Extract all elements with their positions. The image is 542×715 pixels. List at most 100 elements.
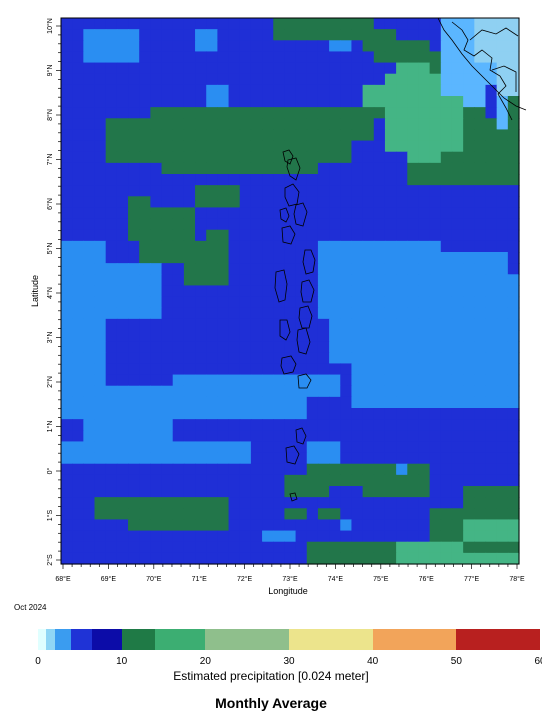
grid-cell — [384, 452, 397, 465]
grid-cell — [507, 229, 520, 242]
grid-cell — [340, 129, 353, 142]
grid-cell — [128, 374, 140, 387]
grid-cell — [496, 419, 509, 431]
grid-cell — [485, 307, 498, 320]
india-coastline — [437, 17, 527, 111]
grid-cell — [351, 162, 364, 175]
grid-cell — [273, 497, 286, 509]
grid-cell — [72, 419, 84, 431]
grid-cell — [474, 252, 487, 264]
grid-cell — [128, 73, 140, 86]
grid-cell — [362, 497, 375, 509]
grid-cell — [239, 497, 252, 509]
y-tick-label: 2°S — [46, 554, 54, 566]
grid-cell — [463, 408, 475, 420]
grid-cell — [161, 385, 174, 398]
grid-cell — [329, 129, 341, 142]
grid-cell — [217, 296, 230, 309]
grid-cell — [116, 374, 129, 387]
grid-cell — [72, 51, 84, 64]
grid-cell — [228, 419, 241, 431]
grid-cell — [128, 296, 140, 309]
grid-cell — [507, 185, 520, 197]
grid-cell — [418, 530, 431, 543]
grid-cell — [94, 508, 107, 521]
grid-cell — [262, 129, 274, 142]
grid-cell — [362, 285, 375, 298]
grid-cell — [418, 151, 431, 164]
grid-cell — [128, 263, 140, 275]
grid-cell — [83, 51, 96, 64]
grid-cell — [206, 140, 218, 153]
grid-cell — [72, 396, 84, 409]
grid-cell — [451, 185, 464, 197]
grid-cell — [496, 463, 509, 476]
grid-cell — [474, 452, 487, 465]
grid-cell — [507, 441, 520, 454]
grid-cell — [239, 73, 252, 86]
grid-cell — [61, 352, 73, 365]
grid-cell — [94, 263, 107, 275]
grid-cell — [139, 252, 151, 264]
grid-cell — [407, 341, 420, 353]
grid-cell — [172, 129, 185, 142]
grid-cell — [496, 218, 509, 231]
grid-cell — [128, 62, 140, 75]
grid-cell — [429, 396, 442, 409]
grid-cell — [116, 463, 129, 476]
y-tick-label: 1°S — [46, 509, 54, 521]
grid-cell — [485, 385, 498, 398]
grid-cell — [105, 118, 118, 131]
grid-cell — [273, 252, 286, 264]
grid-cell — [407, 530, 420, 543]
grid-cell — [183, 196, 196, 209]
grid-cell — [429, 18, 442, 30]
grid-cell — [161, 530, 174, 543]
grid-cell — [161, 51, 174, 64]
grid-cell — [183, 352, 196, 365]
grid-cell — [362, 441, 375, 454]
y-tick-label: 6°N — [46, 198, 54, 210]
grid-cell — [485, 18, 498, 30]
grid-cell — [373, 140, 386, 153]
grid-cell — [384, 84, 397, 97]
grid-cell — [128, 541, 140, 554]
grid-cell — [474, 218, 487, 231]
grid-cell — [161, 330, 174, 342]
grid-cell — [195, 73, 207, 86]
grid-cell — [373, 296, 386, 309]
grid-cell — [139, 296, 151, 309]
grid-cell — [83, 452, 96, 465]
grid-cell — [172, 430, 185, 443]
grid-cell — [474, 129, 487, 142]
grid-cell — [72, 96, 84, 108]
grid-cell — [72, 285, 84, 298]
grid-cell — [172, 285, 185, 298]
grid-cell — [105, 530, 118, 543]
grid-cell — [206, 385, 218, 398]
grid-cell — [262, 84, 274, 97]
grid-cell — [373, 229, 386, 242]
grid-cell — [284, 363, 297, 376]
grid-cell — [94, 441, 107, 454]
grid-cell — [362, 508, 375, 521]
grid-cell — [116, 285, 129, 298]
grid-cell — [440, 552, 453, 565]
grid-cell — [250, 207, 263, 220]
grid-cell — [250, 162, 263, 175]
grid-cell — [183, 497, 196, 509]
grid-cell — [306, 151, 319, 164]
grid-cell — [496, 330, 509, 342]
grid-cell — [206, 497, 218, 509]
grid-cell — [239, 263, 252, 275]
grid-cell — [116, 408, 129, 420]
grid-cell — [183, 51, 196, 64]
grid-cell — [105, 474, 118, 487]
grid-cell — [172, 29, 185, 41]
grid-cell — [373, 452, 386, 465]
grid-cell — [262, 18, 274, 30]
grid-cell — [317, 240, 330, 253]
grid-cell — [474, 508, 487, 521]
grid-cell — [507, 463, 520, 476]
grid-cell — [206, 430, 218, 443]
